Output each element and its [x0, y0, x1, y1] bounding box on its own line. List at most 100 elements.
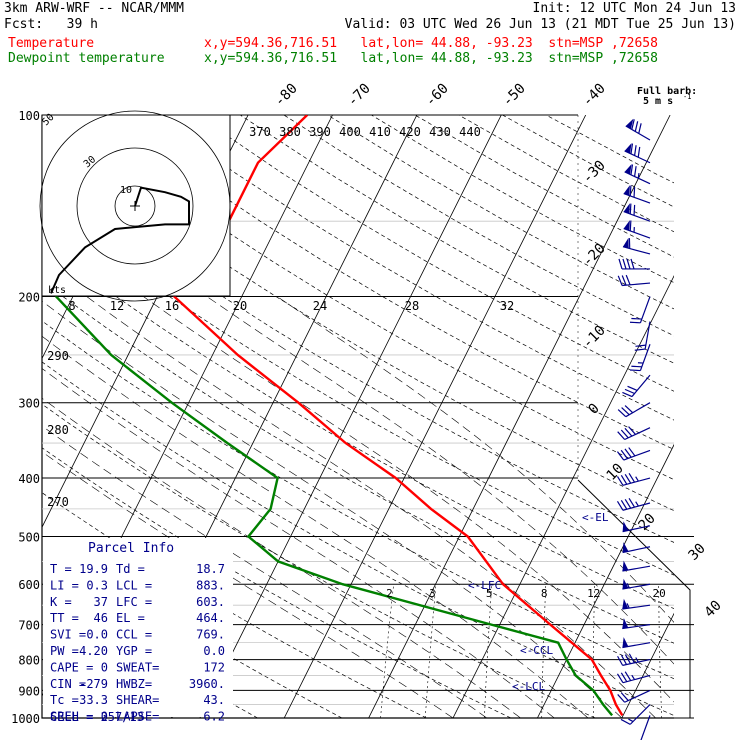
barb-staff	[622, 604, 651, 610]
barb-pennant	[623, 185, 630, 196]
wind-barb	[616, 497, 651, 511]
moist-adiabat	[143, 296, 674, 703]
wind-barb	[622, 618, 651, 630]
moist-adiabat	[42, 368, 555, 718]
parcel-value: 43.	[203, 693, 225, 707]
parcel-value: 33.3	[79, 693, 108, 707]
parcel-value: 6.2	[203, 710, 225, 724]
top-temp-label: -40	[580, 81, 609, 110]
parcel-label: SWEAT=	[116, 660, 159, 674]
barb-staff	[623, 449, 651, 461]
parcel-label: TT =	[50, 611, 79, 625]
barb-full	[630, 164, 634, 175]
parcel-label: LCL =	[116, 578, 152, 592]
barb-staff	[623, 211, 651, 222]
barb-staff	[622, 658, 651, 666]
dry-adiabat	[42, 320, 674, 680]
parcel-value: 0	[101, 660, 108, 674]
forecast-hour: Fcst: 39 h	[4, 17, 98, 32]
barb-half	[626, 603, 630, 609]
theta-label: 400	[339, 125, 361, 139]
model-title: 3km ARW-WRF -- NCAR/MMM	[4, 1, 185, 16]
theta-label: 440	[459, 125, 481, 139]
parcel-value: 18.7	[196, 562, 225, 576]
dry-adiabat	[196, 115, 674, 392]
barb-full	[629, 220, 632, 231]
right-temp-label: -20	[580, 241, 609, 270]
barb-full	[624, 671, 632, 681]
barb-full	[620, 500, 628, 510]
theta-label: 410	[369, 125, 391, 139]
parcel-value: 883.	[196, 578, 225, 592]
barb-half	[635, 476, 639, 482]
parcel-value: 3960.	[189, 677, 225, 691]
ccl-marker: <-CCL	[520, 644, 553, 657]
barb-staff	[624, 689, 651, 703]
barb-pennant	[622, 578, 629, 590]
wind-barb	[629, 296, 651, 324]
barb-full	[629, 369, 641, 372]
parcel-value: 0.0	[86, 628, 108, 642]
top-temp-label: -70	[345, 81, 374, 110]
theta-label: 390	[309, 125, 331, 139]
parcel-value: 0	[101, 710, 108, 724]
right-temp-label: 40	[702, 598, 725, 621]
parcel-label: Tc =	[50, 693, 79, 707]
wind-barb	[623, 185, 651, 204]
barb-full	[625, 274, 631, 286]
barb-full	[624, 405, 634, 414]
top-temp-label: -50	[500, 81, 529, 110]
wind-barb	[625, 118, 651, 141]
barb-full	[622, 391, 633, 398]
parcel-value: -279	[79, 677, 108, 691]
barb-full	[629, 203, 632, 215]
barb-full	[616, 501, 624, 511]
wind-barb	[623, 220, 651, 239]
parcel-label: CCL =	[116, 628, 152, 642]
moist-adiabat	[276, 296, 674, 623]
wind-barb	[622, 374, 651, 398]
barb-half	[626, 582, 630, 589]
right-temp-label: -30	[580, 158, 609, 187]
barb-full	[638, 123, 642, 134]
pressure-label: 800	[18, 654, 40, 668]
dry-adiabat	[502, 115, 674, 208]
barb-full	[616, 451, 625, 461]
dry-adiabat	[42, 203, 674, 576]
barb-full	[630, 143, 634, 154]
barb-full	[637, 146, 641, 158]
barb-full	[631, 365, 642, 368]
theta-label: 380	[279, 125, 301, 139]
parcel-label: LI =	[50, 578, 79, 592]
parcel-value: 19.9	[79, 562, 108, 576]
parcel-label: Td =	[116, 562, 145, 576]
parcel-label: SREH =	[50, 710, 93, 724]
wind-barb	[617, 274, 651, 287]
parcel-value: 4.20	[79, 644, 108, 658]
mixing-ratio-label: 12	[587, 587, 600, 600]
lfc-marker: <-LFC	[468, 579, 501, 592]
barb-full	[622, 258, 627, 270]
barb-staff	[624, 427, 651, 441]
barb-full	[630, 258, 635, 270]
barb-staff	[625, 402, 651, 418]
mixing-ratio-line	[425, 584, 437, 718]
dewpoint-legend-label: Dewpoint temperature	[8, 51, 165, 66]
pressure-label: 700	[18, 619, 40, 633]
barb-full	[620, 429, 629, 439]
barb-full	[620, 672, 628, 682]
dry-adiabat	[414, 115, 674, 258]
barb-full	[617, 409, 627, 418]
dewpoint-profile	[42, 115, 614, 717]
barb-full	[620, 449, 628, 460]
barb-full	[626, 258, 631, 270]
barb-full	[628, 426, 636, 435]
parcel-label: YGP =	[116, 644, 152, 658]
barb-full	[634, 348, 646, 351]
mixing-ratio-line	[658, 584, 662, 718]
pressure-label: 400	[18, 472, 40, 486]
barb-full	[631, 317, 642, 320]
wind-barb	[617, 402, 651, 418]
wind-barb	[622, 521, 651, 533]
parcel-title: Parcel Info	[88, 541, 174, 556]
